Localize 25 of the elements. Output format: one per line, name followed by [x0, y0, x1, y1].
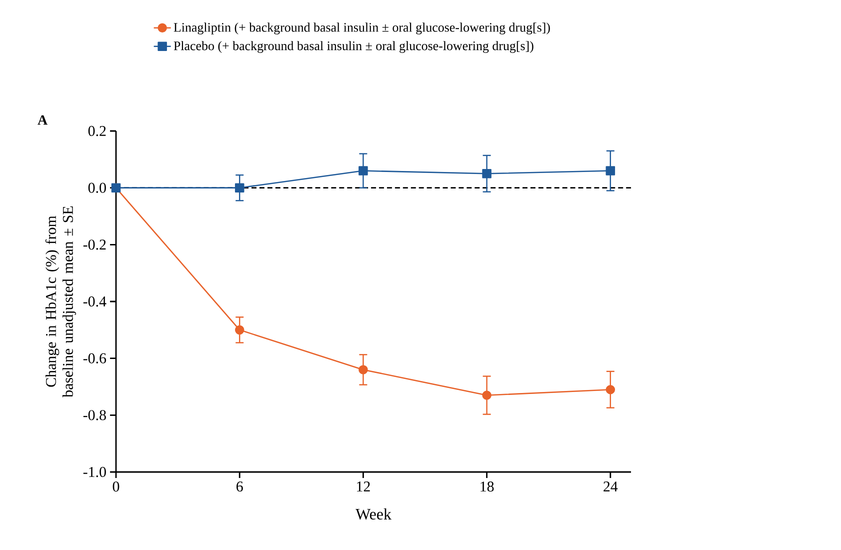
legend-label: Placebo (+ background basal insulin ± oral glucose-lowering drug[s])	[174, 41, 534, 53]
point	[482, 168, 492, 178]
x-tick-label: 18	[480, 482, 494, 492]
y-tick-label: -1.0	[83, 466, 106, 478]
y-tick-label: -0.4	[83, 296, 106, 307]
point	[234, 183, 244, 192]
x-tick-label: 12	[357, 482, 370, 492]
legend-label: Linagliptin (+ background basal insulin ± oral glucose-lowering drug[s])	[174, 22, 550, 34]
y-tick-label: 0.0	[88, 182, 106, 193]
y-tick-label: -0.6	[83, 353, 106, 364]
x-tick-label: 24	[604, 482, 618, 492]
point	[482, 390, 492, 400]
point	[358, 365, 368, 374]
x-axis-title: Week	[356, 508, 392, 520]
y-tick-label: -0.2	[83, 240, 106, 250]
x-tick-label: 0	[112, 482, 120, 492]
point	[358, 166, 368, 176]
point	[606, 166, 616, 176]
y-axis-title: Change in HbA1c (%) from baseline unadjusted mean ± SE	[45, 206, 76, 398]
x-tick-label: 6	[236, 482, 243, 492]
point	[234, 325, 244, 335]
y-tick-label: 0.2	[88, 126, 106, 136]
point	[606, 384, 616, 394]
text: A	[38, 115, 48, 125]
y-tick-label: -0.8	[83, 410, 106, 420]
